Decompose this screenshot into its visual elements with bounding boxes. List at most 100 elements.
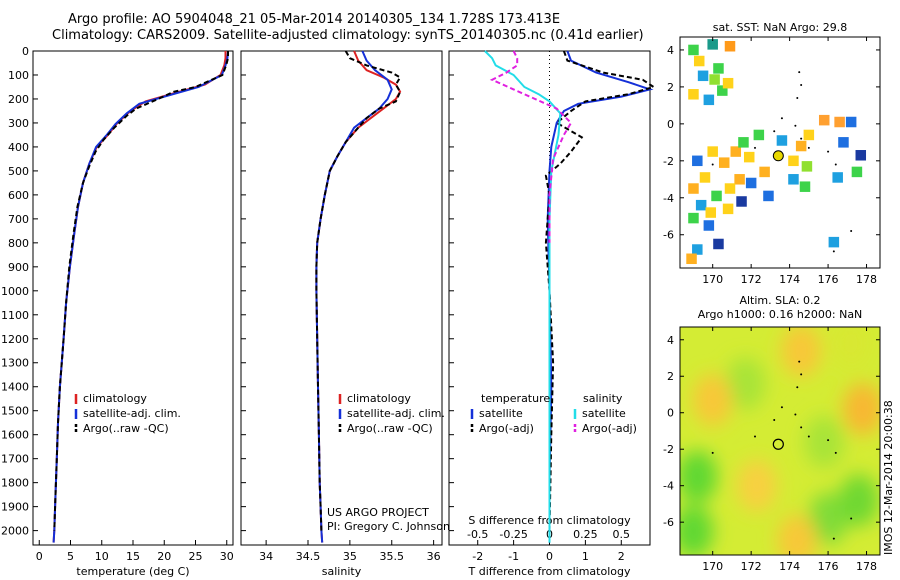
x-axis-label: salinity <box>322 565 362 578</box>
sst-cell-8 <box>717 85 728 96</box>
xtick-label: 15 <box>126 550 140 563</box>
sst-cell-11 <box>818 114 830 126</box>
island-dot-5 <box>800 137 803 140</box>
ytick-label: 0 <box>667 407 674 420</box>
sla-blob-1 <box>680 505 714 555</box>
stick-label: -0.5 <box>467 528 488 541</box>
sla-blob-5 <box>725 357 766 410</box>
xtick-label: 176 <box>818 560 839 573</box>
sst-cell-23 <box>832 172 843 183</box>
ytick-label: 400 <box>8 141 29 154</box>
island-dot-8 <box>834 451 837 454</box>
ytick-label: 1700 <box>1 453 29 466</box>
xtick-label: 2 <box>618 550 625 563</box>
temperature-frame <box>32 50 234 546</box>
island-dot-3 <box>780 406 783 409</box>
sst-cell-34 <box>699 172 711 183</box>
sst-cell-30 <box>763 190 774 202</box>
ytick-label: 100 <box>8 69 29 82</box>
series-line-temperature-0 <box>52 51 227 543</box>
ytick-label: -4 <box>663 480 674 493</box>
island-dot-5 <box>800 426 803 429</box>
xtick-label: 34 <box>259 550 273 563</box>
island-dot-1 <box>800 84 803 87</box>
island-dot-3 <box>780 117 783 120</box>
sst-cell-3 <box>693 55 705 67</box>
ytick-label: 1400 <box>1 381 29 394</box>
island-dot-11 <box>794 413 797 416</box>
island-dot-12 <box>754 146 756 149</box>
series-line-difference-1 <box>544 50 656 531</box>
sst-cell-31 <box>707 146 718 157</box>
xtick-label: 0 <box>36 550 43 563</box>
ytick-label: -6 <box>663 516 674 529</box>
sst-cell-22 <box>799 181 811 192</box>
island-dot-4 <box>773 130 776 133</box>
sst-cell-47 <box>724 183 736 194</box>
sla-blob-11 <box>831 327 872 370</box>
ytick-label: 1200 <box>1 333 29 346</box>
island-dot-13 <box>711 163 714 166</box>
temp-legend-0-label: satellite <box>479 407 523 420</box>
xtick-label: 36 <box>427 550 441 563</box>
sst-cell-44 <box>828 236 840 248</box>
ytick-label: 800 <box>8 237 29 250</box>
series-line-salinity-2 <box>315 50 402 531</box>
map-sla-frame <box>679 326 881 556</box>
sst-cell-10 <box>703 94 715 106</box>
sla-blob-6 <box>842 383 880 436</box>
sst-cell-16 <box>753 129 765 141</box>
sst-cell-28 <box>730 146 742 157</box>
temp-legend-1-label: Argo(-adj) <box>479 422 534 435</box>
island-dot-0 <box>798 360 801 363</box>
island-dot-2 <box>796 96 799 99</box>
xtick-label: 30 <box>220 550 234 563</box>
sst-cell-24 <box>855 150 867 161</box>
xtick-label: 1 <box>582 550 589 563</box>
ytick-label: 4 <box>667 44 674 57</box>
series-line-salinity-1 <box>315 50 393 543</box>
island-dot-7 <box>827 439 830 442</box>
ytick-label: 600 <box>8 189 29 202</box>
series-line-difference-2 <box>484 50 562 543</box>
xtick-label: 170 <box>702 560 723 573</box>
ytick-label: 1300 <box>1 357 29 370</box>
island-dot-1 <box>800 373 803 376</box>
xtick-label: 172 <box>741 560 762 573</box>
sst-cell-9 <box>722 77 734 89</box>
ytick-label: 300 <box>8 117 29 130</box>
ytick-label: 1600 <box>1 429 29 442</box>
ytick-label: -2 <box>663 443 674 456</box>
sst-cell-33 <box>692 155 703 167</box>
sst-cell-17 <box>795 140 807 152</box>
ytick-label: 2 <box>667 370 674 383</box>
xtick-label: 178 <box>856 560 877 573</box>
sla-blob-8 <box>781 327 822 377</box>
sst-cell-25 <box>851 166 863 178</box>
xtick-label: 172 <box>741 273 762 286</box>
xtick-label: 25 <box>189 550 203 563</box>
island-dot-11 <box>794 124 797 127</box>
sst-cell-5 <box>697 70 709 82</box>
ytick-label: 1800 <box>1 477 29 490</box>
temperature-legend-0-label: climatology <box>83 392 147 405</box>
sla-field <box>680 327 880 555</box>
sst-cell-43 <box>692 244 703 255</box>
sla-blob-9 <box>736 459 777 512</box>
sal-legend-title: salinity <box>583 392 623 405</box>
island-dot-6 <box>807 146 810 149</box>
series-line-temperature-2 <box>53 51 229 531</box>
ytick-label: 1000 <box>1 285 29 298</box>
difference-panel: -2 -1 0 1 2-0.5 -0.25 0 0.25 0.5S difference fro… <box>448 50 656 578</box>
island-dot-6 <box>807 435 810 438</box>
sla-map-title-1: Altim. SLA: 0.2 <box>739 294 820 307</box>
xtick-label: 10 <box>95 550 109 563</box>
sla-blob-0 <box>680 450 718 503</box>
sst-map: 170 172 174 176 178 -6 -4 -2 0 2 4 sat. SST: NaN Ar… <box>663 21 881 286</box>
sst-cell-42 <box>713 238 724 250</box>
x-axis-label: temperature (deg C) <box>76 565 189 578</box>
ytick-label: 700 <box>8 213 29 226</box>
ytick-label: -2 <box>663 155 674 168</box>
temperature-legend-2-label: Argo(..raw -QC) <box>83 422 169 435</box>
ytick-label: 200 <box>8 93 29 106</box>
